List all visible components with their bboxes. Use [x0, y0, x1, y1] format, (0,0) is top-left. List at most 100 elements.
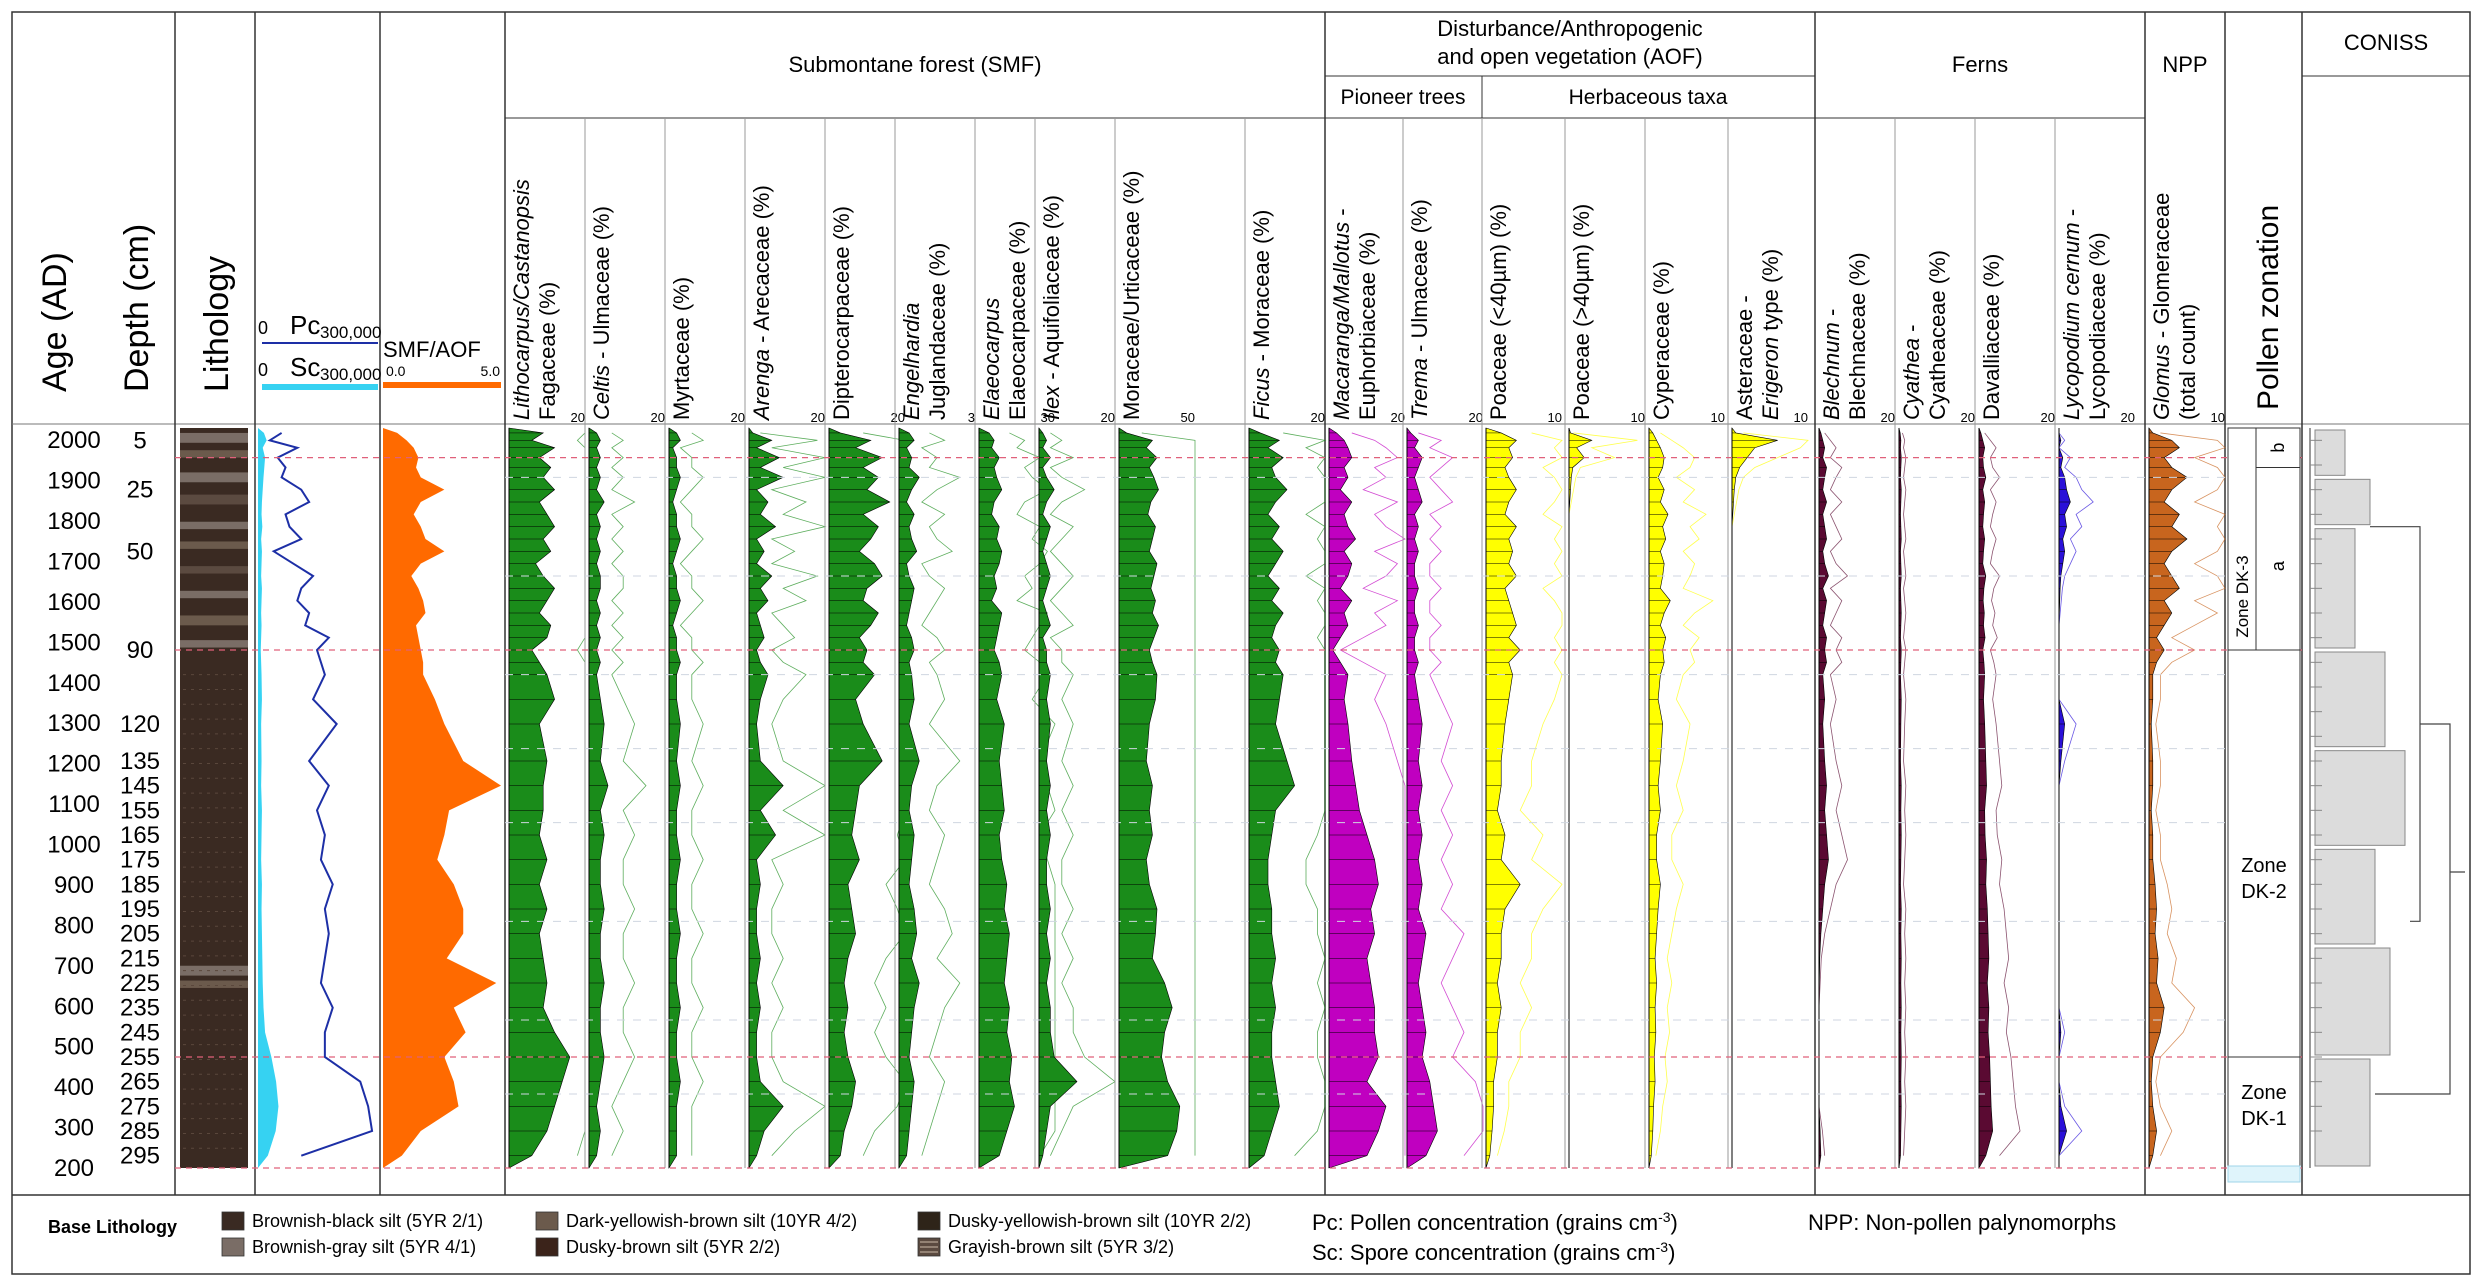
depth-tick-label: 195 [120, 896, 160, 923]
taxon-axis-max: 20 [731, 410, 745, 425]
taxon-label-line2: Lycopodiaceae (%) [2085, 232, 2110, 420]
zone-dk1-label-1: Zone [2241, 1082, 2287, 1104]
legend-unit-label: Dark-yellowish-brown silt (10YR 4/2) [566, 1211, 857, 1231]
taxa-curves: 20 Lithocarpus/Castanopsis Fagaceae (%) 20 C… [175, 118, 2302, 1170]
taxon-axis-max: 20 [1391, 410, 1405, 425]
age-tick-label: 1800 [47, 508, 100, 535]
depth-tick-label: 165 [120, 822, 160, 849]
taxon-axis-max: 20 [1101, 410, 1115, 425]
legend-title: Base Lithology [48, 1217, 177, 1237]
depth-tick-label: 185 [120, 871, 160, 898]
taxon-label-line2: (total count) [2175, 304, 2200, 420]
pollen-zonation: Pollen zonation Zone DK-3 b a Zone DK-2 Zone DK… [2227, 205, 2301, 1183]
lithology-band [180, 590, 248, 599]
taxon-exaggeration-line [1141, 432, 1196, 1156]
depth-tick-label: 295 [120, 1143, 160, 1170]
sc-subscript: 300,000 [320, 365, 381, 384]
taxon-label-line2: Cyatheaceae (%) [1925, 250, 1950, 420]
pc-label: Pc [290, 310, 320, 340]
taxon-axis-max: 10 [1711, 410, 1725, 425]
depth-tick-label: 135 [120, 748, 160, 775]
lithology-band [180, 450, 248, 458]
age-tick-label: 1000 [47, 832, 100, 859]
depth-tick-label: 90 [127, 637, 154, 664]
ratio-label: SMF/AOF [383, 337, 481, 362]
taxon-label-line1: Moraceae/Urticaceae (%) [1119, 171, 1144, 420]
coniss-cluster-block [2314, 651, 2386, 748]
taxon-label-line1: Elaeocarpus [979, 298, 1004, 420]
depth-tick-label: 175 [120, 847, 160, 874]
taxon-axis-max: 20 [2041, 410, 2055, 425]
depth-tick-label: 205 [120, 921, 160, 948]
taxon-axis-max: 10 [1548, 410, 1562, 425]
depth-tick-label: 50 [127, 538, 154, 565]
subgroup-pioneer: Pioneer trees [1341, 86, 1466, 109]
taxon-label-line1: Ficus - Moraceae (%) [1249, 210, 1274, 420]
taxon-label-line2: Juglandaceae (%) [925, 243, 950, 420]
taxon-axis-max: 20 [1881, 410, 1895, 425]
taxon-label-line1: Celtis - Ulmaceae (%) [589, 206, 614, 420]
taxon-label-line1: Ilex - Aquifoliaceae (%) [1039, 195, 1064, 420]
taxon-exaggeration-line [1049, 432, 1116, 1156]
group-label-ferns: Ferns [1952, 52, 2008, 77]
ratio-min-label: 0.0 [386, 363, 406, 379]
taxon-area [748, 427, 784, 1170]
taxon-exaggeration-line [1902, 432, 1907, 1156]
note-spore-concentration: Sc: Spore concentration (grains cm-3) [1312, 1239, 1675, 1265]
taxon-axis-max: 20 [651, 410, 665, 425]
depth-tick-label: 5 [133, 427, 146, 454]
lithology-band [180, 521, 248, 530]
zone-dk2-label-1: Zone [2241, 855, 2287, 877]
taxon-label-line1: Asteraceae - [1732, 295, 1757, 420]
coniss-cluster-block [2314, 429, 2346, 476]
taxon-exaggeration-line [679, 432, 705, 1156]
depth-tick-label: 265 [120, 1069, 160, 1096]
coniss-cluster-block [2314, 848, 2376, 945]
lithology-column [180, 428, 248, 1168]
taxon-exaggeration-line [1339, 432, 1406, 1156]
lithology-band [180, 566, 248, 574]
legend-unit-label: Grayish-brown silt (5YR 3/2) [948, 1237, 1174, 1257]
age-axis-title: Age (AD) [36, 252, 74, 392]
age-tick-label: 1600 [47, 589, 100, 616]
taxon-exaggeration-line [611, 432, 647, 1156]
legend-unit-label: Dusky-brown silt (5YR 2/2) [566, 1237, 780, 1257]
taxon-label-line1: Poaceae (<40µm) (%) [1486, 204, 1511, 420]
outer-border [11, 11, 2471, 1275]
depth-tick-label: 235 [120, 995, 160, 1022]
zonation-title: Pollen zonation [2252, 205, 2285, 410]
taxon-axis-max: 20 [1961, 410, 1975, 425]
taxon-label-line1: Engelhardia [899, 303, 924, 420]
age-tick-label: 200 [54, 1155, 94, 1182]
depth-tick-label: 225 [120, 970, 160, 997]
coniss-dendrogram [2309, 428, 2465, 1168]
lithology-band [180, 965, 248, 976]
age-tick-label: 400 [54, 1074, 94, 1101]
diagram-frame: Submontane forest (SMF) Disturbance/Anthr… [11, 11, 2471, 1275]
taxon-axis-max: 20 [1311, 410, 1325, 425]
taxon-axis-max: 10 [2211, 410, 2225, 425]
legend-swatch [221, 1211, 245, 1231]
subgroup-herbaceous: Herbaceous taxa [1569, 86, 1728, 109]
taxon-axis-max: 20 [1469, 410, 1483, 425]
subzone-b-label: b [2268, 443, 2288, 453]
taxon-axis-max: 30 [1041, 410, 1055, 425]
taxon-exaggeration-line [1818, 432, 1849, 1156]
taxon-label-line2: Blechnaceae (%) [1845, 252, 1870, 420]
taxon-label-line1: Dipterocarpaceae (%) [829, 206, 854, 420]
coniss-cluster-block [2314, 947, 2391, 1056]
depth-tick-label: 120 [120, 711, 160, 738]
lithology-band [180, 494, 248, 505]
taxon-label-line1: Cyperaceae (%) [1649, 261, 1674, 420]
taxon-axis-max: 3 [968, 410, 975, 425]
taxon-axis-max: 20 [811, 410, 825, 425]
taxon-exaggeration-line [1655, 432, 1714, 1156]
taxon-label-line2: Euphorbiaceae (%) [1355, 232, 1380, 420]
taxon-label-line1: Myrtaceae (%) [669, 277, 694, 420]
age-tick-label: 1700 [47, 548, 100, 575]
lithology-band [180, 432, 248, 443]
legend-unit-label: Dusky-yellowish-brown silt (10YR 2/2) [948, 1211, 1251, 1231]
lithology-legend: Base Lithology Brownish-black silt (5YR 2… [48, 1209, 2116, 1265]
pc-curve [267, 432, 374, 1157]
